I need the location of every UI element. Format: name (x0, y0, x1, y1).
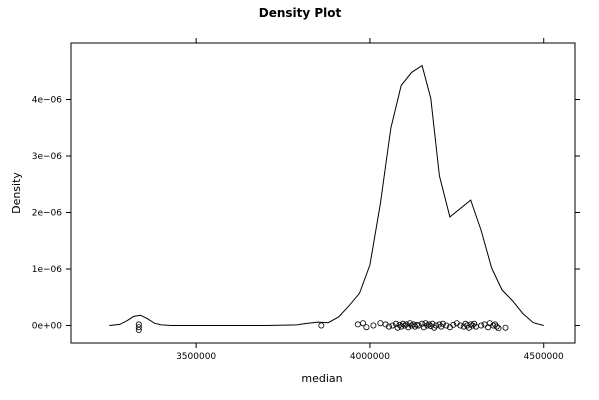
chart-title: Density Plot (259, 6, 342, 20)
data-point (135, 321, 142, 328)
data-point (401, 322, 408, 329)
data-point (354, 321, 361, 328)
plot-frame (70, 42, 576, 344)
data-point (412, 323, 419, 330)
data-point (389, 322, 396, 329)
axis-ticks: 3500000 4000000 4500000 0e+00 1e−06 2e−06 3e−0… (32, 38, 580, 362)
x-axis-label: median (301, 372, 342, 385)
y-tick-label: 2e−06 (32, 208, 63, 218)
data-point (370, 322, 377, 329)
data-point (425, 321, 432, 328)
x-tick-label: 3500000 (176, 352, 216, 362)
x-tick-label: 4500000 (524, 352, 564, 362)
data-point (478, 322, 485, 329)
data-point (485, 324, 492, 331)
data-point (363, 324, 370, 331)
data-point (415, 322, 422, 329)
data-point (469, 322, 476, 329)
data-point (135, 324, 142, 331)
data-point (429, 320, 436, 327)
y-tick-label: 4e−06 (32, 95, 63, 105)
data-point (481, 321, 488, 328)
data-point (419, 320, 426, 327)
data-point (318, 322, 325, 329)
data-point (424, 322, 431, 329)
data-point (385, 323, 392, 330)
y-tick-label: 0e+00 (32, 321, 63, 331)
data-point (392, 320, 399, 327)
data-point (135, 326, 142, 333)
data-point (420, 324, 427, 331)
data-point (439, 320, 446, 327)
data-point (493, 323, 500, 330)
data-point (502, 324, 509, 331)
y-tick-label: 3e−06 (32, 152, 63, 162)
data-point (399, 320, 406, 327)
density-curve (109, 64, 544, 326)
data-point (405, 324, 412, 331)
data-point (457, 322, 464, 329)
y-tick-label: 1e−06 (32, 265, 63, 275)
y-axis-label: Density (10, 172, 23, 214)
data-point (377, 320, 384, 327)
rug-points (135, 320, 509, 333)
data-point (443, 322, 450, 329)
data-point (450, 321, 457, 328)
x-tick-label: 4000000 (350, 352, 390, 362)
data-point (359, 320, 366, 327)
data-point (495, 325, 502, 332)
